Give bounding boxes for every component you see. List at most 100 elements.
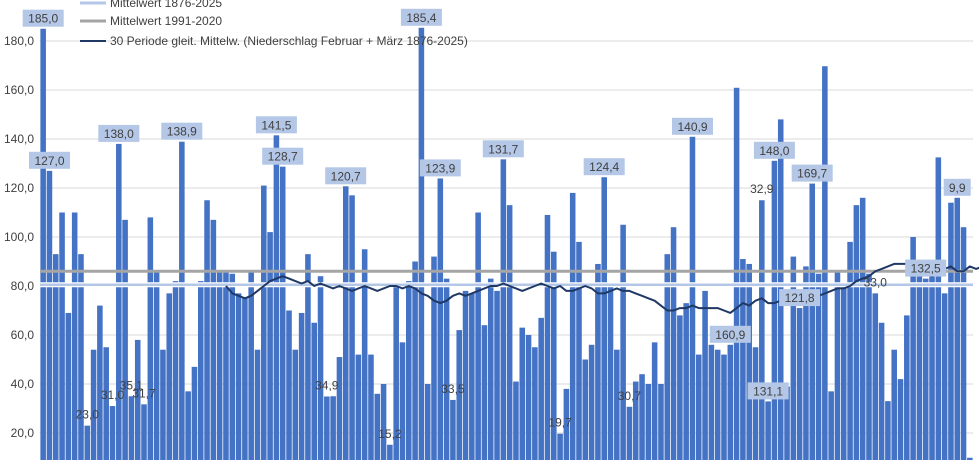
bar xyxy=(885,401,891,460)
data-label: 131,1 xyxy=(753,384,783,398)
bar xyxy=(790,256,797,460)
bar xyxy=(803,266,809,460)
bar xyxy=(538,317,544,460)
y-tick-label: 80,0 xyxy=(11,279,35,293)
bar xyxy=(866,273,872,460)
bar xyxy=(645,384,652,460)
bar xyxy=(443,278,450,460)
y-tick-label: 180,0 xyxy=(4,34,34,48)
data-label: 9,9 xyxy=(949,181,966,195)
bar xyxy=(223,271,229,460)
bar xyxy=(588,344,595,460)
data-label-box xyxy=(791,164,833,182)
bar xyxy=(683,303,689,460)
bar xyxy=(954,197,961,460)
data-label: 138,9 xyxy=(167,125,197,139)
bar xyxy=(840,283,847,460)
bar xyxy=(664,254,671,460)
bar xyxy=(481,325,488,460)
bar xyxy=(450,399,456,460)
y-tick-label: 20,0 xyxy=(11,426,35,440)
data-label: 33,0 xyxy=(864,275,888,289)
bar xyxy=(197,281,204,460)
data-label-box xyxy=(905,259,947,277)
bar xyxy=(532,347,538,460)
data-label-box xyxy=(419,159,461,177)
bar xyxy=(500,159,507,460)
bar xyxy=(393,286,399,460)
bar xyxy=(853,205,860,460)
bar xyxy=(431,256,437,460)
bar xyxy=(456,330,462,460)
bar xyxy=(557,433,563,460)
bar xyxy=(859,197,866,460)
bar xyxy=(891,349,897,460)
bar xyxy=(506,205,513,460)
bar xyxy=(210,219,217,460)
data-label-box xyxy=(709,325,751,343)
data-label: 185,4 xyxy=(406,11,436,25)
data-label: 141,5 xyxy=(261,118,291,132)
bar xyxy=(166,293,173,460)
bar xyxy=(330,396,336,460)
data-label-box xyxy=(747,382,789,400)
bar xyxy=(103,347,109,460)
bar xyxy=(116,143,122,460)
bar xyxy=(179,141,185,460)
bar xyxy=(487,278,494,460)
reference-lines xyxy=(40,262,979,314)
bar xyxy=(475,212,481,460)
data-label: 124,4 xyxy=(589,160,619,174)
bar xyxy=(71,212,78,460)
bar xyxy=(607,283,614,460)
bar xyxy=(620,224,626,460)
bar xyxy=(122,219,128,460)
data-label-box xyxy=(583,158,625,176)
legend: Mittelwert 1876-2025 Mittelwert 1991-2020… xyxy=(80,0,468,48)
bar xyxy=(916,268,923,460)
bar xyxy=(342,186,349,460)
bar xyxy=(569,192,576,460)
bar xyxy=(733,87,740,460)
bar xyxy=(248,271,254,460)
bar xyxy=(771,160,778,460)
data-label: 160,9 xyxy=(715,328,745,342)
bar xyxy=(834,271,841,460)
data-label-box xyxy=(482,140,524,158)
bar xyxy=(141,404,147,460)
bar xyxy=(689,136,696,460)
data-label-box xyxy=(400,8,442,26)
bar xyxy=(872,293,879,460)
data-label: 31,0 xyxy=(101,388,125,402)
bar xyxy=(740,259,746,460)
bar xyxy=(267,232,273,460)
data-label-box xyxy=(779,289,821,307)
bar xyxy=(311,322,317,460)
moving-average-line xyxy=(225,262,979,314)
bar xyxy=(948,202,954,460)
bar xyxy=(78,254,84,460)
bar xyxy=(273,135,280,460)
bar xyxy=(632,381,639,460)
bar xyxy=(551,251,557,460)
data-label: 121,8 xyxy=(785,291,815,305)
data-labels: 185,0 127,0 23,031,0 138,0 35,131,7 138,9 141,… xyxy=(22,8,971,441)
data-label-box xyxy=(98,124,140,142)
bar xyxy=(380,384,387,460)
legend-label: Mittelwert 1991-2020 xyxy=(110,14,222,28)
data-label: 138,0 xyxy=(104,127,134,141)
data-label-box xyxy=(325,167,367,185)
data-label: 32,9 xyxy=(750,182,774,196)
bar xyxy=(368,354,374,460)
bar xyxy=(406,281,412,460)
bar xyxy=(298,312,305,460)
data-label: 132,5 xyxy=(911,262,941,276)
data-label: 127,0 xyxy=(34,154,64,168)
bar xyxy=(84,425,91,460)
bar xyxy=(796,308,803,460)
bar xyxy=(229,273,236,460)
bar xyxy=(614,349,620,460)
data-label: 34,9 xyxy=(315,379,339,393)
bar xyxy=(765,401,771,460)
